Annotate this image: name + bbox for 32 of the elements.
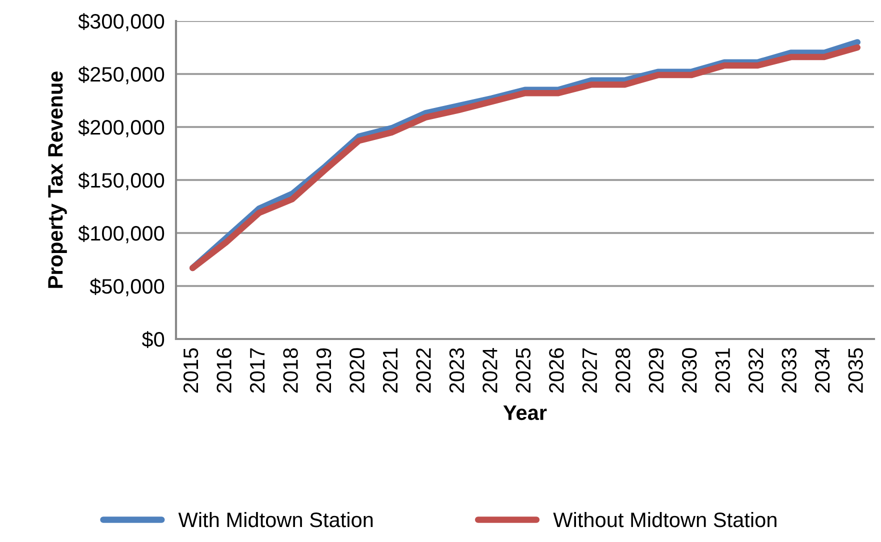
x-tick-label: 2035 [848, 348, 863, 393]
x-tick-label: 2026 [549, 348, 564, 393]
x-tick-label: 2034 [814, 348, 830, 393]
y-tick-label: $250,000 [78, 66, 164, 84]
x-tick-label: 2029 [648, 348, 664, 393]
y-tick-label: $300,000 [78, 13, 164, 32]
legend-label: With Midtown Station [178, 512, 373, 528]
x-tick-label: 2033 [782, 348, 796, 393]
x-tick-label: 2027 [582, 348, 598, 393]
x-tick-label: 2021 [382, 348, 398, 393]
y-tick-label: $50,000 [90, 278, 164, 296]
x-tick-label: 2019 [316, 348, 332, 393]
x-tick-label: 2030 [682, 348, 697, 393]
x-tick-label: 2032 [748, 348, 764, 393]
x-tick-label: 2018 [283, 348, 298, 393]
y-tick-label: $150,000 [78, 172, 164, 190]
x-tick-label: 2024 [482, 348, 498, 393]
x-tick-label: 2017 [250, 348, 265, 393]
y-tick-label: $100,000 [78, 225, 164, 244]
y-tick-label: $0 [142, 331, 164, 348]
x-tick-label: 2015 [183, 348, 198, 393]
x-tick-label: 2031 [715, 348, 730, 393]
x-tick-label: 2023 [449, 348, 464, 393]
x-tick-label: 2016 [216, 348, 232, 393]
x-tick-label: 2028 [616, 348, 630, 393]
y-axis-title: Property Tax Revenue [48, 71, 67, 288]
x-tick-label: 2025 [516, 348, 531, 393]
legend-label: Without Midtown Station [553, 512, 776, 528]
x-axis-title: Year [503, 406, 547, 420]
x-tick-label: 2020 [350, 348, 364, 393]
x-tick-label: 2022 [416, 348, 431, 393]
y-tick-label: $200,000 [78, 119, 164, 138]
